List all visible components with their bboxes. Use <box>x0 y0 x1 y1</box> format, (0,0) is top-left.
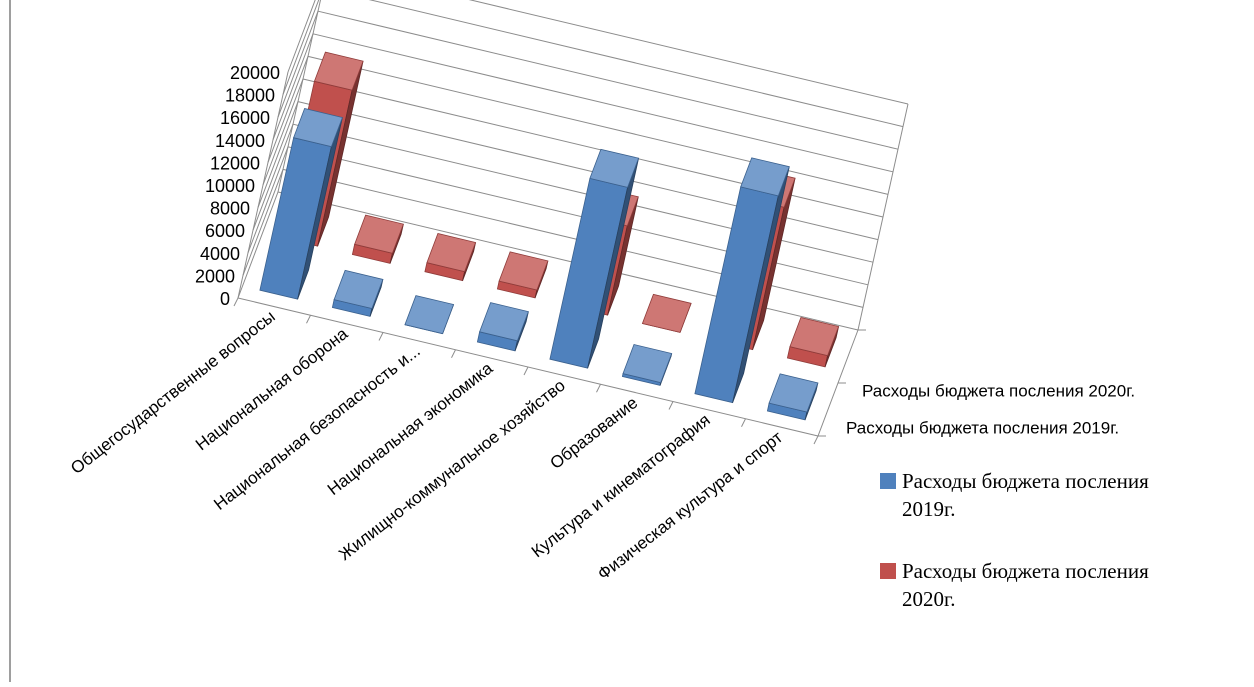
bars <box>259 51 840 421</box>
legend: Расходы бюджета посления 2019г. Расходы бю… <box>880 469 1149 611</box>
bar-top-face <box>333 269 384 309</box>
bar <box>621 344 673 386</box>
bar-top-face <box>768 373 819 413</box>
bar-top-face <box>404 295 455 335</box>
y-tick-label: 6000 <box>205 221 245 241</box>
depth-axis-labels: Расходы бюджета посления 2019г. Расходы б… <box>846 382 1135 438</box>
y-tick-label: 20000 <box>230 63 280 83</box>
bar-top-face <box>313 51 364 91</box>
bar-top-face <box>641 293 692 333</box>
x-axis-tick <box>596 384 601 393</box>
bar-top-face <box>426 233 477 273</box>
x-tick-label: Общегосударственные вопросы <box>67 307 279 478</box>
depth-tick-label: Расходы бюджета посления 2019г. <box>846 419 1119 438</box>
legend-label: Расходы бюджета посления <box>902 559 1149 583</box>
bar <box>786 317 840 368</box>
x-axis-tick-labels: Общегосударственные вопросыНациональная … <box>67 307 786 584</box>
x-axis-tick <box>523 366 529 376</box>
bar <box>404 295 455 335</box>
legend-swatch <box>880 473 896 489</box>
bar <box>766 373 819 421</box>
x-axis-tick <box>451 349 456 358</box>
x-tick-label: Физическая культура и спорт <box>594 427 786 583</box>
y-tick-label: 0 <box>220 289 230 309</box>
gridline <box>272 33 894 173</box>
y-tick-label: 16000 <box>220 108 270 128</box>
y-tick-label: 8000 <box>210 199 250 219</box>
x-axis-tick <box>813 435 819 445</box>
back-wall-edge <box>277 0 321 193</box>
bar <box>259 108 343 300</box>
gridline <box>277 10 899 150</box>
bar-top-face <box>589 148 640 188</box>
x-axis-tick <box>741 418 746 427</box>
x-tick-label: Национальная оборона <box>192 324 352 455</box>
bar <box>641 293 692 333</box>
bar-top-face <box>498 251 549 291</box>
x-tick-label: Национальная экономика <box>324 358 497 499</box>
bar <box>331 269 384 317</box>
bar-top-face <box>479 302 529 342</box>
y-tick-label: 14000 <box>215 131 265 151</box>
legend-label: Расходы бюджета посления <box>902 469 1149 493</box>
bar <box>351 214 404 264</box>
y-tick-label: 4000 <box>200 244 240 264</box>
x-tick-label: Образование <box>547 393 642 473</box>
bar-top-face <box>622 344 673 384</box>
x-tick-label: Национальная безопасность и... <box>210 341 423 514</box>
x-axis-tick <box>668 401 674 410</box>
legend-swatch <box>880 563 896 579</box>
bar <box>496 251 549 299</box>
bar <box>476 302 529 352</box>
bar-top-face <box>293 108 343 148</box>
x-axis-tick <box>233 297 239 307</box>
x-axis-tick <box>306 315 311 324</box>
x-tick-label: Культура и кинематография <box>528 410 714 561</box>
y-tick-label: 10000 <box>205 176 255 196</box>
bar <box>694 157 790 404</box>
legend-label: 2019г. <box>902 497 956 521</box>
x-axis-tick <box>378 332 384 341</box>
bar-top-face <box>789 317 840 357</box>
walls <box>233 0 909 445</box>
gridline <box>282 0 904 128</box>
bar <box>549 148 640 369</box>
bar-top-face <box>354 214 404 254</box>
back-wall-edge <box>857 103 909 331</box>
depth-tick-label: Расходы бюджета посления 2020г. <box>862 382 1135 401</box>
y-tick-label: 12000 <box>210 153 260 173</box>
y-tick-label: 18000 <box>225 86 275 106</box>
y-axis-line <box>237 71 289 299</box>
bar <box>424 233 477 282</box>
y-tick-label: 2000 <box>195 266 235 286</box>
legend-label: 2020г. <box>902 587 956 611</box>
bar-top-face <box>740 157 790 197</box>
gridline <box>287 0 909 105</box>
